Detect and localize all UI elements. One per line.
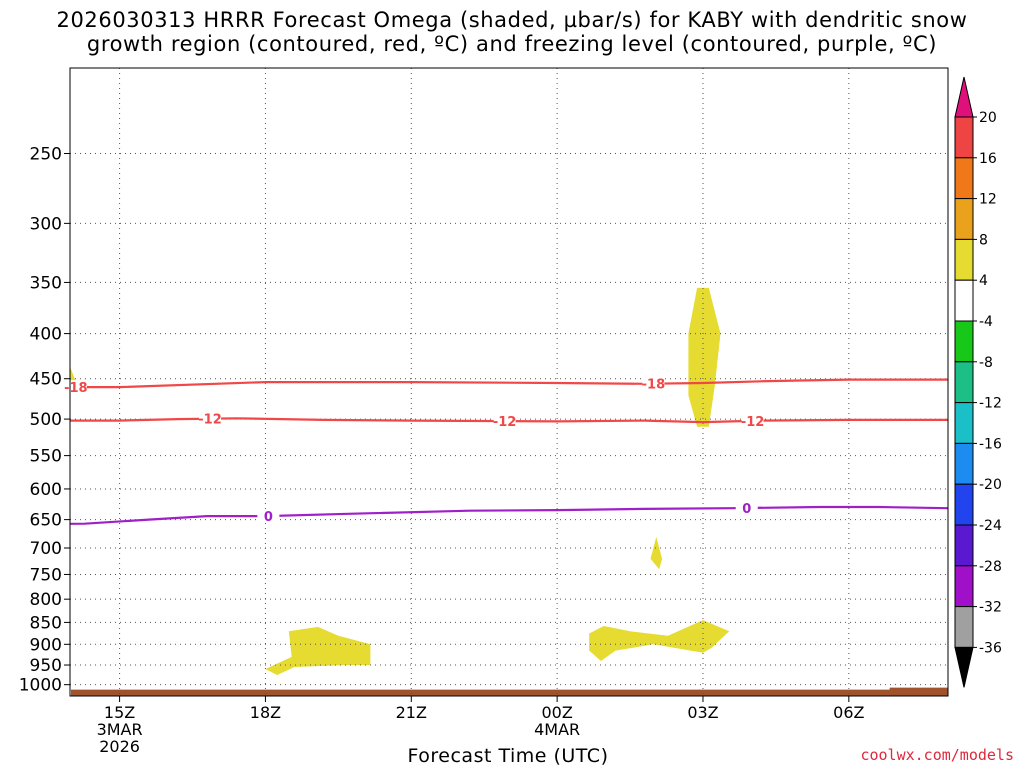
dgz-minus18-contour xyxy=(70,378,948,389)
omega-area-5 xyxy=(589,620,730,661)
dgz-minus12-label: -12 xyxy=(741,415,765,430)
y-tick-label: 400 xyxy=(30,325,62,345)
colorbar-segment xyxy=(954,606,974,648)
x-tick-label: 4MAR xyxy=(534,720,580,739)
colorbar-segment xyxy=(954,402,974,444)
colorbar-segment xyxy=(954,157,974,200)
y-axis: 2503003504004505005506006507007508008509… xyxy=(19,144,70,696)
y-tick-label: 800 xyxy=(30,590,62,610)
colorbar-segment xyxy=(954,116,974,159)
freezing-level-label-bg xyxy=(257,508,280,523)
contour-label-layer: -18 -18 -12 -12 -12 0 0 xyxy=(64,376,765,525)
x-tick-label: 21Z xyxy=(396,703,427,722)
dgz-minus18-label: -18 xyxy=(642,378,666,393)
colorbar-label: -28 xyxy=(979,559,1002,575)
y-tick-label: 900 xyxy=(30,635,62,655)
colorbar-segment xyxy=(954,279,974,322)
y-tick-label: 550 xyxy=(30,447,62,467)
x-tick-label: 00Z xyxy=(541,703,572,722)
omega-area-2 xyxy=(688,287,721,427)
contour-layer xyxy=(70,378,948,525)
y-tick-label: 350 xyxy=(30,273,62,293)
y-tick-label: 650 xyxy=(30,511,62,531)
x-axis-title: Forecast Time (UTC) xyxy=(407,745,609,767)
freezing-level-label: 0 xyxy=(264,510,273,525)
colorbar-label: -20 xyxy=(979,477,1002,493)
omega-area-4 xyxy=(265,626,371,675)
colorbar-label: 20 xyxy=(979,110,997,126)
colorbar-label: -24 xyxy=(979,518,1002,534)
chart-title-line-1: 2026030313 HRRR Forecast Omega (shaded, … xyxy=(56,8,968,32)
colorbar-label: -32 xyxy=(979,600,1002,616)
colorbar-segment xyxy=(954,198,974,240)
dgz-minus12-label-bg xyxy=(493,414,516,429)
colorbar-label: 16 xyxy=(979,151,997,167)
colorbar-label: 8 xyxy=(979,232,988,248)
colorbar: 20 16 12 8 4 -4 -8 -12 -16 -20 -24 -28 -32 -36 xyxy=(954,76,1002,688)
colorbar-segment xyxy=(954,565,974,608)
colorbar-bottom-arrow xyxy=(954,646,974,688)
dgz-minus12-label-bg xyxy=(741,413,764,428)
x-tick-label: 18Z xyxy=(250,703,281,722)
colorbar-segment xyxy=(954,361,974,404)
terrain-band xyxy=(71,689,948,696)
dgz-minus18-label-bg xyxy=(642,376,665,391)
colorbar-label: -12 xyxy=(979,396,1002,412)
x-tick-label: 2026 xyxy=(99,737,140,756)
colorbar-segment xyxy=(954,483,974,526)
colorbar-label: 12 xyxy=(979,192,997,208)
colorbar-segment xyxy=(954,238,974,281)
y-tick-label: 700 xyxy=(30,539,62,559)
x-tick-label: 15Z xyxy=(104,703,135,722)
freezing-level-label: 0 xyxy=(742,502,751,517)
y-tick-label: 250 xyxy=(30,144,62,164)
terrain-band-rise xyxy=(889,687,948,692)
y-tick-label: 500 xyxy=(30,410,62,430)
colorbar-label: 4 xyxy=(979,273,988,289)
colorbar-top-arrow xyxy=(954,76,974,118)
colorbar-label: -4 xyxy=(979,314,993,330)
colorbar-segment xyxy=(954,320,974,363)
colorbar-label: -16 xyxy=(979,436,1002,452)
y-tick-label: 600 xyxy=(30,480,62,500)
dgz-minus12-label: -12 xyxy=(198,413,222,428)
colorbar-segment xyxy=(954,442,974,485)
omega-area-3 xyxy=(650,536,663,570)
y-tick-label: 300 xyxy=(30,214,62,234)
y-tick-label: 1000 xyxy=(19,676,62,696)
omega-shading-layer xyxy=(70,287,730,675)
colorbar-label: -36 xyxy=(979,640,1002,656)
dgz-minus18-label: -18 xyxy=(64,381,88,396)
freezing-level-label-bg xyxy=(735,501,758,516)
colorbar-label: -8 xyxy=(979,355,993,371)
dgz-minus12-label-bg xyxy=(199,411,222,426)
y-tick-label: 950 xyxy=(30,656,62,676)
terrain-layer xyxy=(71,687,948,696)
x-tick-label: 03Z xyxy=(687,703,718,722)
colorbar-segment xyxy=(954,524,974,567)
dgz-minus12-contour xyxy=(70,417,948,424)
plot-frame xyxy=(69,67,949,697)
chart-title-line-2: growth region (contoured, red, ºC) and f… xyxy=(86,32,938,56)
y-tick-label: 750 xyxy=(30,565,62,585)
site-credit: coolwx.com/models xyxy=(860,746,1014,764)
freezing-level-contour xyxy=(70,505,948,525)
dgz-minus12-label: -12 xyxy=(493,415,517,430)
x-tick-label: 3MAR xyxy=(97,720,143,739)
x-tick-label: 06Z xyxy=(833,703,864,722)
y-tick-label: 450 xyxy=(30,370,62,390)
y-tick-label: 850 xyxy=(30,613,62,633)
